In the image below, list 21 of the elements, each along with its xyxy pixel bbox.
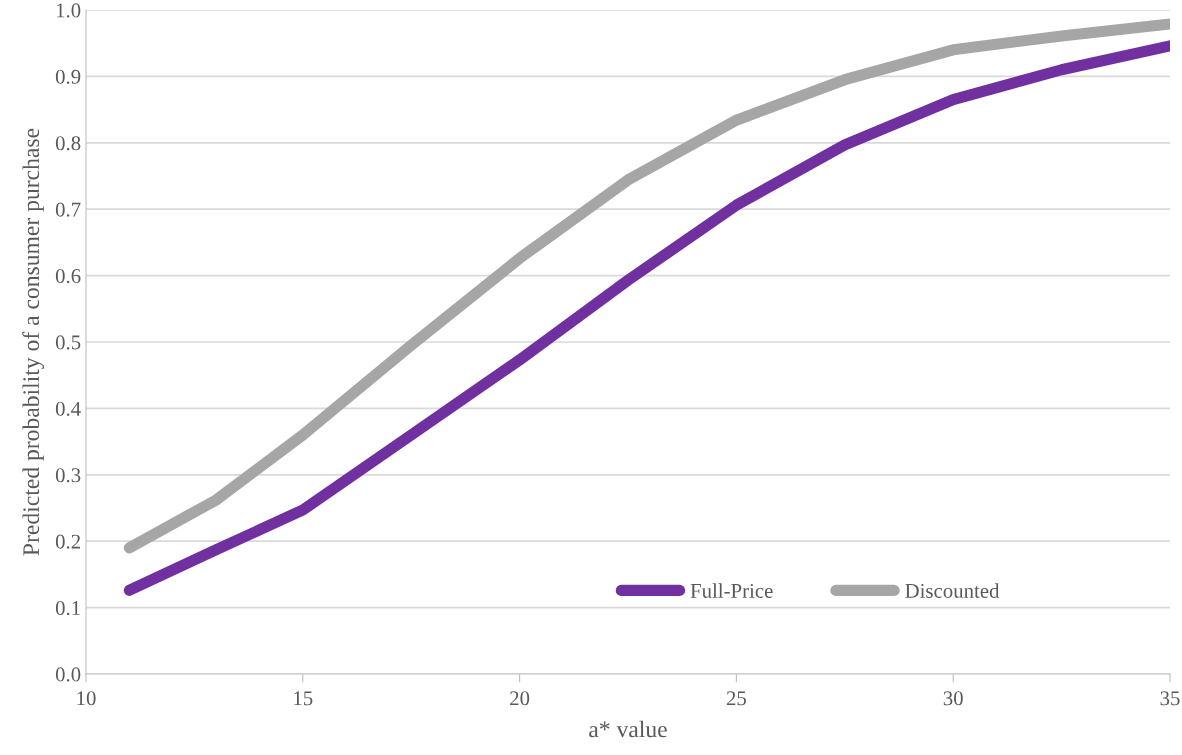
y-tick-label: 0.0: [55, 667, 81, 682]
legend-label: Discounted: [905, 583, 1000, 598]
y-tick-label: 0.5: [55, 335, 81, 350]
y-axis-title: Predicted probability of a consumer purchase: [22, 128, 44, 556]
y-tick-label: 0.3: [55, 468, 81, 483]
y-tick-label: 0.9: [55, 69, 81, 84]
y-tick-label: 0.4: [55, 401, 81, 416]
x-tick-label: 30: [943, 691, 963, 706]
x-tick-label: 15: [294, 691, 313, 706]
y-tick-label: 0.6: [55, 268, 81, 284]
y-tick-label: 0.2: [55, 534, 80, 549]
x-tick-label: 20: [510, 691, 530, 706]
x-axis-title: a* value: [589, 720, 667, 738]
y-tick-label: 1.0: [56, 3, 81, 18]
x-tick-label: 25: [726, 691, 746, 706]
y-tick-label: 0.8: [55, 136, 81, 151]
x-tick-label: 10: [77, 691, 96, 706]
legend-label: Full-Price: [690, 583, 773, 598]
y-tick-label: 0.7: [55, 202, 81, 217]
x-tick-label: 35: [1160, 691, 1180, 706]
y-tick-label: 0.1: [55, 600, 80, 616]
